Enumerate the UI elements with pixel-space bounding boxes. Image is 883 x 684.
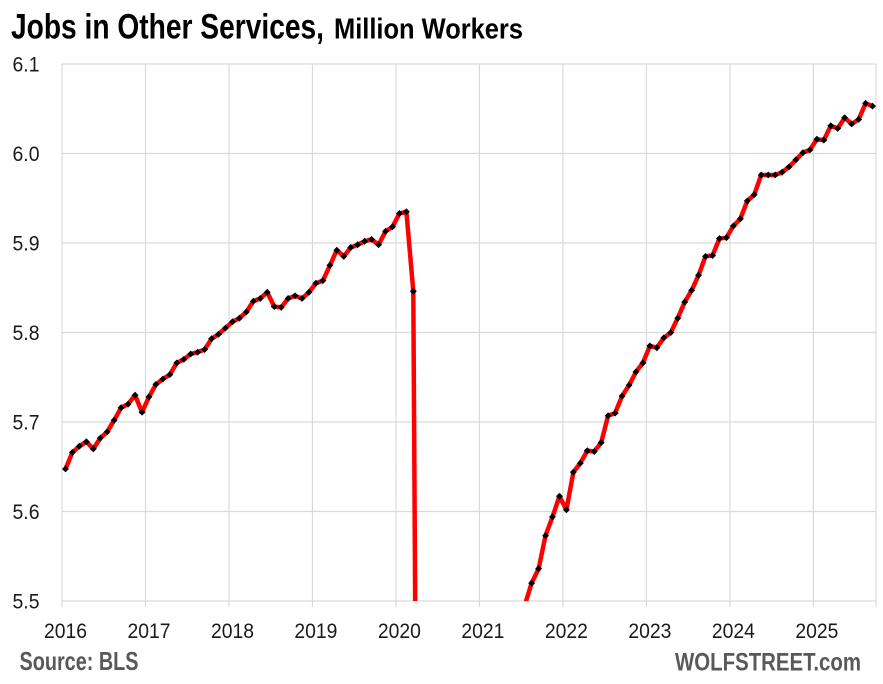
svg-text:5.5: 5.5: [13, 589, 40, 613]
svg-text:2016: 2016: [44, 619, 87, 643]
svg-text:2022: 2022: [545, 619, 588, 643]
svg-text:2019: 2019: [294, 619, 337, 643]
svg-text:6.1: 6.1: [13, 52, 40, 76]
svg-text:2017: 2017: [128, 619, 171, 643]
svg-text:WOLFSTREET.com: WOLFSTREET.com: [675, 649, 861, 677]
svg-text:6.0: 6.0: [13, 142, 40, 166]
svg-text:5.8: 5.8: [13, 321, 40, 345]
svg-text:5.6: 5.6: [13, 500, 40, 524]
svg-text:2023: 2023: [628, 619, 671, 643]
svg-text:Source: BLS: Source: BLS: [20, 646, 139, 676]
svg-text:Million Workers: Million Workers: [334, 14, 523, 46]
svg-text:2018: 2018: [211, 619, 254, 643]
svg-text:5.9: 5.9: [13, 231, 40, 255]
svg-text:5.7: 5.7: [13, 410, 40, 434]
svg-text:Jobs in Other Services,: Jobs in Other Services,: [11, 8, 324, 47]
svg-text:2021: 2021: [461, 619, 504, 643]
svg-text:2020: 2020: [378, 619, 421, 643]
svg-text:2025: 2025: [795, 619, 838, 643]
svg-text:2024: 2024: [712, 619, 755, 643]
